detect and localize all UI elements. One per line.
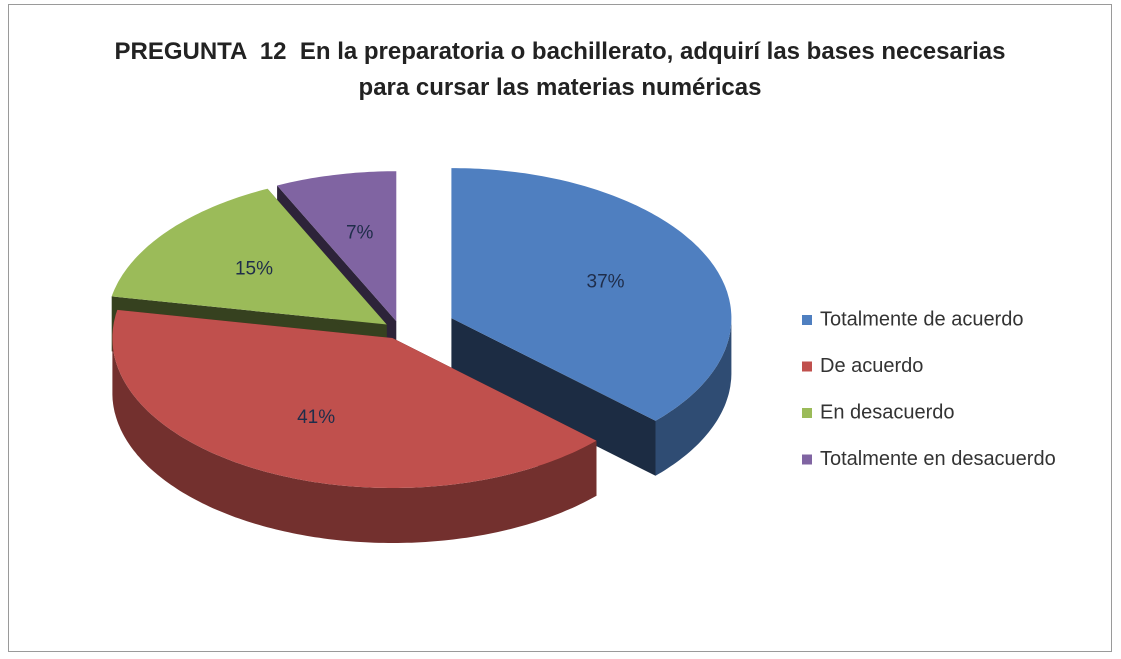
legend-label: De acuerdo <box>820 355 923 377</box>
legend-swatch <box>802 315 812 325</box>
chart-frame <box>8 4 1112 652</box>
slice-top <box>277 171 397 322</box>
data-label: 37% <box>587 271 625 292</box>
pie-slice: 37% <box>451 168 732 476</box>
slice-top <box>112 309 597 488</box>
data-label: 15% <box>235 258 273 279</box>
chart-title: PREGUNTA 12 En la preparatoria o bachill… <box>114 38 1013 101</box>
legend-swatch <box>802 454 812 465</box>
slice-wall <box>655 316 732 476</box>
legend-label: Totalmente en desacuerdo <box>820 448 1056 470</box>
slice-top <box>111 188 387 325</box>
legend-label: En desacuerdo <box>820 401 955 423</box>
slice-wall <box>112 337 597 543</box>
slice-top <box>451 168 732 421</box>
slice-side <box>451 318 656 476</box>
pie-slice: 41% <box>112 309 597 543</box>
legend-swatch <box>802 408 812 418</box>
legend-label: Totalmente de acuerdo <box>820 308 1023 330</box>
data-label: 7% <box>346 222 374 243</box>
legend-swatch <box>802 361 812 372</box>
data-label: 41% <box>297 407 335 428</box>
